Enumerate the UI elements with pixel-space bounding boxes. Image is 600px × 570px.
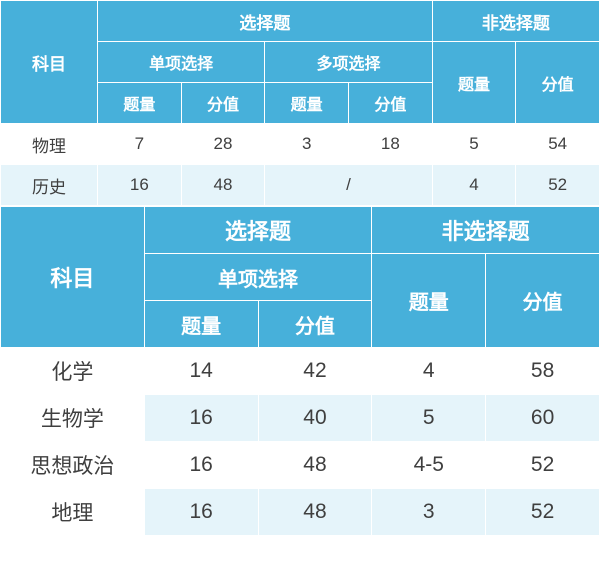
th-mc-count: 题量 (265, 83, 349, 124)
cell-nc-score: 54 (516, 124, 600, 165)
table2-header: 科目 选择题 非选择题 单项选择 题量 分值 题量 分值 (1, 207, 600, 348)
cell-sc-count: 16 (144, 489, 258, 536)
table-row: 化学 14 42 4 58 (1, 348, 600, 395)
cell-sc-score: 48 (181, 165, 265, 206)
cell-nc-count: 5 (372, 395, 486, 442)
cell-nc-score: 52 (516, 165, 600, 206)
th-non-choice: 非选择题 (432, 1, 599, 42)
th-subject: 科目 (1, 207, 145, 348)
table1-header: 科目 选择题 非选择题 单项选择 多项选择 题量 分值 题量 分值 题量 分值 (1, 1, 600, 124)
table1-body: 物理 7 28 3 18 5 54 历史 16 48 / 4 52 (1, 124, 600, 206)
cell-mc-score: 18 (349, 124, 433, 165)
th-choice: 选择题 (144, 207, 372, 254)
cell-sc-score: 28 (181, 124, 265, 165)
exam-structure-table-1: 科目 选择题 非选择题 单项选择 多项选择 题量 分值 题量 分值 题量 分值 … (0, 0, 600, 206)
th-nc-score: 分值 (516, 42, 600, 124)
cell-subject: 生物学 (1, 395, 145, 442)
cell-sc-count: 14 (144, 348, 258, 395)
cell-nc-count: 4 (432, 165, 516, 206)
cell-nc-count: 4 (372, 348, 486, 395)
cell-sc-score: 48 (258, 442, 372, 489)
th-sc-count: 题量 (144, 301, 258, 348)
table-row: 生物学 16 40 5 60 (1, 395, 600, 442)
cell-nc-count: 4-5 (372, 442, 486, 489)
table2-body: 化学 14 42 4 58 生物学 16 40 5 60 思想政治 16 48 … (1, 348, 600, 536)
cell-mc-count: 3 (265, 124, 349, 165)
table-row: 地理 16 48 3 52 (1, 489, 600, 536)
cell-nc-count: 3 (372, 489, 486, 536)
th-non-choice: 非选择题 (372, 207, 600, 254)
cell-subject: 物理 (1, 124, 98, 165)
cell-sc-count: 16 (144, 442, 258, 489)
cell-sc-score: 42 (258, 348, 372, 395)
table-row: 思想政治 16 48 4-5 52 (1, 442, 600, 489)
cell-sc-count: 7 (98, 124, 182, 165)
tables-container: { "colors": { "header_bg": "#47b0da", "h… (0, 0, 600, 536)
table-row: 物理 7 28 3 18 5 54 (1, 124, 600, 165)
cell-sc-score: 40 (258, 395, 372, 442)
cell-subject: 历史 (1, 165, 98, 206)
th-subject: 科目 (1, 1, 98, 124)
th-nc-count: 题量 (372, 254, 486, 348)
th-mc-score: 分值 (349, 83, 433, 124)
th-nc-score: 分值 (486, 254, 600, 348)
table-row: 历史 16 48 / 4 52 (1, 165, 600, 206)
cell-nc-score: 60 (486, 395, 600, 442)
cell-sc-score: 48 (258, 489, 372, 536)
cell-subject: 思想政治 (1, 442, 145, 489)
cell-sc-count: 16 (98, 165, 182, 206)
exam-structure-table-2: 科目 选择题 非选择题 单项选择 题量 分值 题量 分值 化学 14 42 4 … (0, 206, 600, 536)
th-single-choice: 单项选择 (144, 254, 372, 301)
th-sc-score: 分值 (181, 83, 265, 124)
cell-mc-merged: / (265, 165, 432, 206)
th-multi-choice: 多项选择 (265, 42, 432, 83)
th-single-choice: 单项选择 (98, 42, 265, 83)
cell-subject: 化学 (1, 348, 145, 395)
cell-nc-score: 52 (486, 489, 600, 536)
th-choice: 选择题 (98, 1, 433, 42)
cell-sc-count: 16 (144, 395, 258, 442)
th-nc-count: 题量 (432, 42, 516, 124)
th-sc-score: 分值 (258, 301, 372, 348)
cell-nc-score: 58 (486, 348, 600, 395)
cell-subject: 地理 (1, 489, 145, 536)
cell-nc-count: 5 (432, 124, 516, 165)
th-sc-count: 题量 (98, 83, 182, 124)
cell-nc-score: 52 (486, 442, 600, 489)
